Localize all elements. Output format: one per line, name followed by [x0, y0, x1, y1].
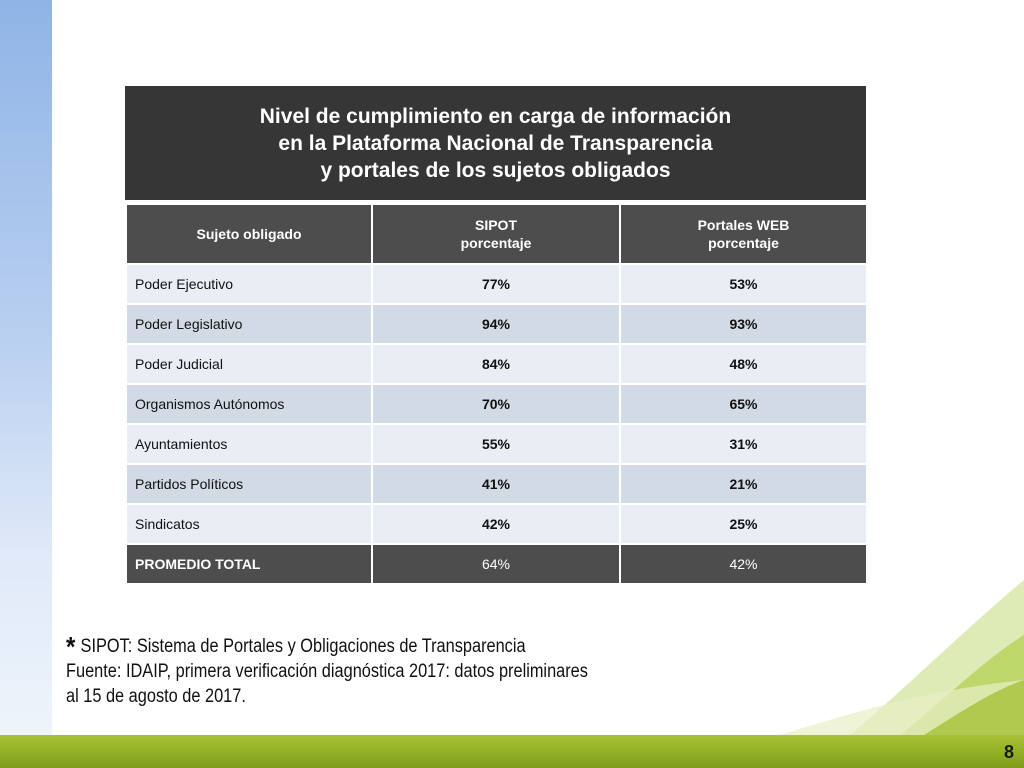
row-name: Poder Judicial	[125, 343, 373, 385]
row-sipot-value: 84%	[371, 343, 621, 385]
row-name: Poder Legislativo	[125, 303, 373, 345]
title-banner: Nivel de cumplimiento en carga de inform…	[125, 86, 866, 200]
total-sipot-value: 64%	[371, 543, 621, 585]
header-portales-web: Portales WEB porcentaje	[619, 203, 868, 265]
row-web-value: 53%	[619, 263, 868, 305]
table-row: Organismos Autónomos 70% 65%	[125, 383, 868, 425]
row-web-value: 65%	[619, 383, 868, 425]
table-row: Sindicatos 42% 25%	[125, 503, 868, 545]
footnote-line-3: al 15 de agosto de 2017.	[66, 686, 246, 707]
footnote: * SIPOT: Sistema de Portales y Obligacion…	[66, 631, 668, 709]
asterisk-marker: *	[66, 631, 76, 662]
table-title: Nivel de cumplimiento en carga de inform…	[259, 104, 732, 182]
footnote-line-2: Fuente: IDAIP, primera verificación diag…	[66, 661, 588, 682]
row-web-value: 31%	[619, 423, 868, 465]
table-row: Partidos Políticos 41% 21%	[125, 463, 868, 505]
table-total-row: PROMEDIO TOTAL 64% 42%	[125, 543, 868, 585]
row-name: Partidos Políticos	[125, 463, 373, 505]
table-row: Ayuntamientos 55% 31%	[125, 423, 868, 465]
header-sipot-label: SIPOT	[474, 217, 517, 233]
header-web-label: Portales WEB	[697, 217, 790, 233]
header-web-sublabel: porcentaje	[708, 235, 779, 251]
row-sipot-value: 77%	[371, 263, 621, 305]
table-row: Poder Judicial 84% 48%	[125, 343, 868, 385]
table-row: Poder Legislativo 94% 93%	[125, 303, 868, 345]
row-web-value: 93%	[619, 303, 868, 345]
total-web-value: 42%	[619, 543, 868, 585]
left-decorative-band	[0, 0, 52, 735]
row-web-value: 21%	[619, 463, 868, 505]
row-name: Sindicatos	[125, 503, 373, 545]
page-number: 8	[1003, 742, 1014, 762]
row-sipot-value: 70%	[371, 383, 621, 425]
header-sipot-sublabel: porcentaje	[460, 235, 532, 251]
footnote-sipot-definition: SIPOT: Sistema de Portales y Obligacione…	[80, 636, 526, 657]
row-sipot-value: 42%	[371, 503, 621, 545]
footnote-line-1: * SIPOT: Sistema de Portales y Obligacion…	[66, 631, 668, 662]
row-name: Organismos Autónomos	[125, 383, 373, 425]
row-sipot-value: 94%	[371, 303, 621, 345]
total-name: PROMEDIO TOTAL	[125, 543, 373, 585]
header-sujeto-label: Sujeto obligado	[196, 226, 302, 242]
row-name: Ayuntamientos	[125, 423, 373, 465]
row-web-value: 48%	[619, 343, 868, 385]
row-sipot-value: 55%	[371, 423, 621, 465]
header-sipot: SIPOT porcentaje	[371, 203, 621, 265]
compliance-table: Sujeto obligado SIPOT porcentaje Portale…	[125, 203, 868, 585]
table-header-row: Sujeto obligado SIPOT porcentaje Portale…	[125, 203, 868, 265]
row-sipot-value: 41%	[371, 463, 621, 505]
bottom-green-bar	[0, 735, 1024, 768]
row-web-value: 25%	[619, 503, 868, 545]
green-swoosh-decoration	[764, 580, 1024, 740]
header-sujeto-obligado: Sujeto obligado	[125, 203, 373, 265]
row-name: Poder Ejecutivo	[125, 263, 373, 305]
table-row: Poder Ejecutivo 77% 53%	[125, 263, 868, 305]
